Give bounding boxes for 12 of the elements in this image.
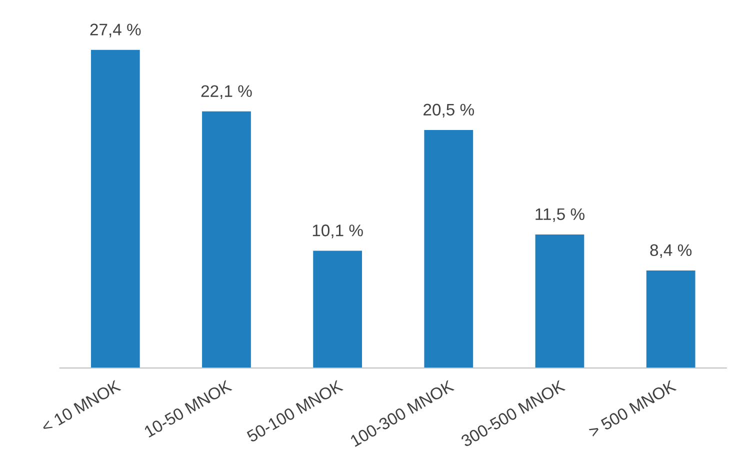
data-label: 10,1 % xyxy=(312,224,363,238)
bar xyxy=(424,130,474,368)
bar xyxy=(535,234,584,368)
bar xyxy=(90,50,140,368)
bar xyxy=(646,270,696,368)
bar xyxy=(313,250,362,368)
data-label: 27,4 % xyxy=(90,24,141,38)
data-label: 8,4 % xyxy=(650,244,692,258)
data-label: 11,5 % xyxy=(536,208,584,222)
data-label: 22,1 % xyxy=(201,85,252,99)
bar xyxy=(202,111,251,368)
data-label: 20,5 % xyxy=(424,104,474,118)
